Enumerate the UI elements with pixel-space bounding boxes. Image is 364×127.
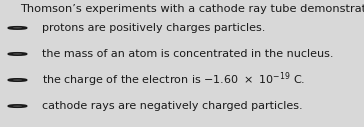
Text: protons are positively charges particles.: protons are positively charges particles… [42,23,265,33]
Text: Thomson’s experiments with a cathode ray tube demonstrated that:: Thomson’s experiments with a cathode ray… [20,4,364,14]
Text: the mass of an atom is concentrated in the nucleus.: the mass of an atom is concentrated in t… [42,49,333,59]
Text: cathode rays are negatively charged particles.: cathode rays are negatively charged part… [42,101,302,111]
Text: the charge of the electron is $-1.60\ \times\ 10^{-19}$ C.: the charge of the electron is $-1.60\ \t… [42,71,305,89]
